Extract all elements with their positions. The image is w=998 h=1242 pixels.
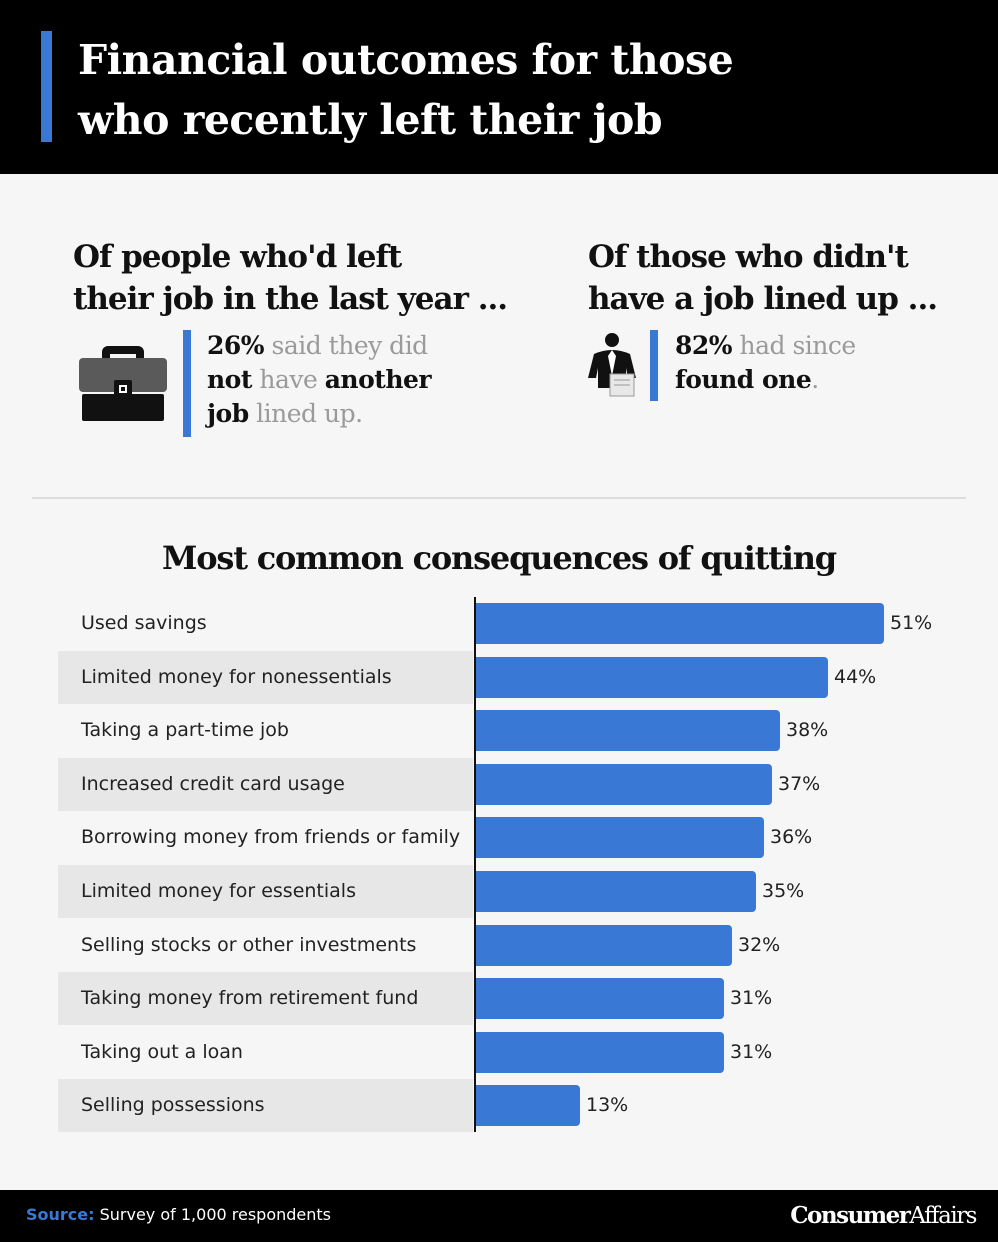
category-label: Borrowing money from friends or family bbox=[81, 811, 460, 864]
bar bbox=[476, 710, 780, 751]
stat-right-accent-bar bbox=[650, 330, 658, 401]
stat-right-heading-line2: have a job lined up ... bbox=[588, 278, 937, 320]
brand-logo: ConsumerAffairs bbox=[790, 1190, 976, 1242]
stat-left-text-bold: job bbox=[207, 399, 249, 428]
bar-value-label: 37% bbox=[778, 758, 820, 811]
stat-left-text: 26% said they did not have another job l… bbox=[207, 329, 467, 431]
bar-value-label: 31% bbox=[730, 1026, 772, 1079]
stat-right-text-part: . bbox=[811, 365, 818, 394]
category-label: Taking a part-time job bbox=[81, 704, 289, 757]
chart-title: Most common consequences of quitting bbox=[0, 536, 998, 580]
stat-left-text-part: said they did bbox=[264, 331, 428, 360]
stat-right-text-part: had since bbox=[732, 331, 856, 360]
bar bbox=[476, 657, 828, 698]
stat-right-heading-line1: Of those who didn't bbox=[588, 236, 937, 278]
bar-value-label: 44% bbox=[834, 651, 876, 704]
bar-value-label: 13% bbox=[586, 1079, 628, 1132]
category-label: Used savings bbox=[81, 597, 207, 650]
category-label: Selling stocks or other investments bbox=[81, 919, 416, 972]
brand-logo-regular: Affairs bbox=[909, 1203, 976, 1229]
header: Financial outcomes for those who recentl… bbox=[0, 0, 998, 174]
bar-value-label: 38% bbox=[786, 704, 828, 757]
page-title-line2: who recently left their job bbox=[78, 90, 958, 150]
briefcase-icon bbox=[78, 344, 168, 424]
bar-value-label: 51% bbox=[890, 597, 932, 650]
source-text: Survey of 1,000 respondents bbox=[95, 1205, 331, 1224]
stat-left-text-part: lined up. bbox=[249, 399, 363, 428]
bar bbox=[476, 925, 732, 966]
source-note: Source: Survey of 1,000 respondents bbox=[26, 1190, 331, 1242]
category-label: Taking money from retirement fund bbox=[81, 972, 418, 1025]
source-label: Source: bbox=[26, 1205, 95, 1224]
bar bbox=[476, 1032, 724, 1073]
stat-left-heading-line2: their job in the last year ... bbox=[73, 278, 507, 320]
stat-left-heading: Of people who'd left their job in the la… bbox=[73, 236, 507, 320]
stat-right-text-bold: found one bbox=[675, 365, 811, 394]
page-title-line1: Financial outcomes for those bbox=[78, 30, 958, 90]
section-divider bbox=[32, 497, 966, 499]
page-title: Financial outcomes for those who recentl… bbox=[78, 30, 958, 150]
bar bbox=[476, 764, 772, 805]
stat-left-text-bold: another bbox=[325, 365, 431, 394]
header-accent-bar bbox=[41, 31, 52, 142]
bar-value-label: 35% bbox=[762, 865, 804, 918]
bar bbox=[476, 603, 884, 644]
bar bbox=[476, 871, 756, 912]
category-label: Taking out a loan bbox=[81, 1026, 243, 1079]
bar-value-label: 32% bbox=[738, 919, 780, 972]
bar-value-label: 36% bbox=[770, 811, 812, 864]
bar bbox=[476, 1085, 580, 1126]
stat-left-heading-line1: Of people who'd left bbox=[73, 236, 507, 278]
stat-right-heading: Of those who didn't have a job lined up … bbox=[588, 236, 937, 320]
stat-left-text-part: have bbox=[252, 365, 325, 394]
stat-right-percent: 82% bbox=[675, 331, 732, 360]
bar-chart: Used savings 51% Limited money for nonesse… bbox=[0, 590, 998, 1150]
brand-logo-bold: Consumer bbox=[790, 1202, 909, 1229]
bar bbox=[476, 817, 764, 858]
stat-left-text-bold: not bbox=[207, 365, 252, 394]
stat-left-accent-bar bbox=[183, 330, 191, 437]
footer: Source: Survey of 1,000 respondents Cons… bbox=[0, 1190, 998, 1242]
category-label: Limited money for essentials bbox=[81, 865, 356, 918]
bar-value-label: 31% bbox=[730, 972, 772, 1025]
category-label: Increased credit card usage bbox=[81, 758, 345, 811]
job-seeker-icon bbox=[586, 332, 638, 400]
bar bbox=[476, 978, 724, 1019]
stat-right-text: 82% had since found one. bbox=[675, 329, 935, 397]
category-label: Limited money for nonessentials bbox=[81, 651, 392, 704]
stat-left-percent: 26% bbox=[207, 331, 264, 360]
category-label: Selling possessions bbox=[81, 1079, 265, 1132]
